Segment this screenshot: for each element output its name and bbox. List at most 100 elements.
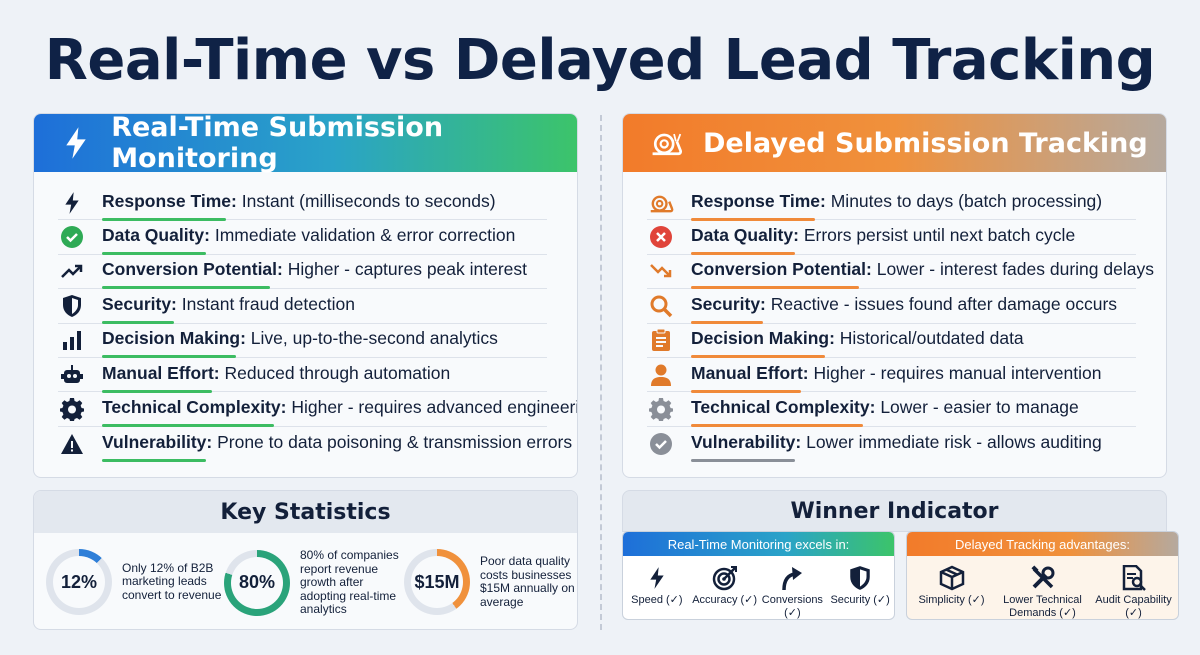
progress-ring: $15M bbox=[404, 549, 470, 615]
row-value: Immediate validation & error correction bbox=[214, 225, 516, 246]
stat-item: 80% 80% of companies report revenue grow… bbox=[224, 548, 406, 617]
list-item: Security: Instant fraud detection bbox=[58, 289, 547, 324]
snail-icon bbox=[647, 189, 675, 217]
row-value: Live, up-to-the-second analytics bbox=[250, 328, 498, 349]
list-item: Technical Complexity: Higher - requires … bbox=[58, 392, 577, 428]
arrow-up-icon bbox=[780, 562, 804, 594]
row-label: Technical Complexity: bbox=[691, 397, 876, 418]
progress-ring: 80% bbox=[224, 549, 290, 616]
row-value: Instant (milliseconds to seconds) bbox=[241, 190, 496, 211]
list-item: Decision Making: Historical/outdated dat… bbox=[647, 324, 1136, 359]
row-label: Manual Effort: bbox=[102, 362, 220, 383]
list-item: Data Quality: Immediate validation & err… bbox=[58, 220, 547, 256]
box-icon bbox=[939, 562, 965, 594]
delayed-list: Response Time: Minutes to days (batch pr… bbox=[623, 172, 1166, 462]
page-title: Real-Time vs Delayed Lead Tracking bbox=[44, 28, 1156, 93]
row-label: Conversion Potential: bbox=[102, 259, 283, 280]
check-circle-icon bbox=[58, 223, 86, 251]
key-statistics-title: Key Statistics bbox=[34, 491, 577, 533]
list-item: Technical Complexity: Lower - easier to … bbox=[647, 392, 1136, 428]
gear-icon bbox=[647, 395, 675, 423]
list-item: Response Time: Instant (milliseconds to … bbox=[58, 186, 547, 221]
stat-description: 80% of companies report revenue growth a… bbox=[300, 548, 399, 616]
row-value: Minutes to days (batch processing) bbox=[830, 190, 1103, 211]
x-circle-icon bbox=[647, 223, 675, 251]
list-item: Data Quality: Errors persist until next … bbox=[647, 220, 1136, 256]
shield-icon bbox=[58, 292, 86, 320]
advantage-label: Simplicity (✓) bbox=[918, 594, 985, 606]
magnifier-icon bbox=[647, 292, 675, 320]
row-label: Data Quality: bbox=[691, 225, 799, 246]
advantage-item: Security (✓) bbox=[827, 562, 893, 619]
bar-chart-icon bbox=[58, 326, 86, 354]
bolt-icon bbox=[647, 562, 667, 594]
row-value: Lower immediate risk - allows auditing bbox=[806, 431, 1102, 452]
realtime-panel: Real-Time Submission Monitoring Response… bbox=[33, 113, 578, 478]
winner-indicator-title: Winner Indicator bbox=[622, 490, 1167, 532]
stat-item: 12% Only 12% of B2B marketing leads conv… bbox=[46, 549, 222, 615]
tools-icon bbox=[1030, 562, 1056, 594]
list-item: Security: Reactive - issues found after … bbox=[647, 289, 1136, 324]
advantage-label: Audit Capability (✓) bbox=[1095, 594, 1172, 619]
center-divider bbox=[600, 115, 602, 630]
key-statistics-panel: Key Statistics 12% Only 12% of B2B marke… bbox=[33, 490, 578, 630]
row-label: Conversion Potential: bbox=[691, 259, 872, 280]
list-item: Decision Making: Live, up-to-the-second … bbox=[58, 324, 547, 359]
check-circle-icon bbox=[647, 430, 675, 458]
trend-up-icon bbox=[58, 257, 86, 285]
robot-icon bbox=[58, 361, 86, 389]
advantage-item: Speed (✓) bbox=[624, 562, 690, 619]
document-search-icon bbox=[1122, 562, 1146, 594]
row-label: Vulnerability: bbox=[691, 431, 802, 452]
delayed-panel: Delayed Submission Tracking Response Tim… bbox=[622, 113, 1167, 478]
row-label: Security: bbox=[102, 293, 177, 314]
bolt-icon bbox=[60, 126, 91, 160]
row-value: Higher - requires manual intervention bbox=[813, 362, 1102, 383]
list-item: Manual Effort: Higher - requires manual … bbox=[647, 358, 1136, 393]
bolt-icon bbox=[58, 189, 86, 217]
list-item: Conversion Potential: Higher - captures … bbox=[58, 255, 547, 290]
stat-item: $15M Poor data quality costs businesses … bbox=[404, 549, 577, 615]
row-label: Data Quality: bbox=[102, 225, 210, 246]
realtime-panel-header: Real-Time Submission Monitoring bbox=[34, 113, 577, 174]
row-value: Prone to data poisoning & transmission e… bbox=[217, 431, 573, 452]
gear-icon bbox=[58, 395, 86, 423]
row-label: Technical Complexity: bbox=[102, 397, 287, 418]
advantage-label: Security (✓) bbox=[830, 594, 890, 606]
row-label: Security: bbox=[691, 293, 766, 314]
row-value: Lower - easier to manage bbox=[880, 397, 1079, 418]
row-label: Manual Effort: bbox=[691, 362, 809, 383]
stat-value: 80% bbox=[231, 556, 283, 609]
delayed-advantages-box: Delayed Tracking advantages: Simplicity … bbox=[906, 531, 1179, 620]
row-label: Decision Making: bbox=[691, 328, 835, 349]
trend-down-icon bbox=[647, 257, 675, 285]
row-value: Historical/outdated data bbox=[839, 328, 1024, 349]
advantage-label: Accuracy (✓) bbox=[692, 594, 758, 606]
row-value: Lower - interest fades during delays bbox=[876, 259, 1154, 280]
stat-value: 12% bbox=[53, 556, 105, 608]
realtime-panel-title: Real-Time Submission Monitoring bbox=[111, 113, 444, 174]
list-item: Conversion Potential: Lower - interest f… bbox=[647, 255, 1154, 290]
row-value: Higher - requires advanced engineering bbox=[291, 397, 578, 418]
shield-icon bbox=[849, 562, 871, 594]
stat-description: Only 12% of B2B marketing leads convert … bbox=[122, 560, 222, 602]
advantage-label: Speed (✓) bbox=[631, 594, 683, 606]
advantage-item: Simplicity (✓) bbox=[912, 562, 992, 619]
list-item: Vulnerability: Prone to data poisoning &… bbox=[58, 427, 572, 462]
row-value: Higher - captures peak interest bbox=[287, 259, 528, 280]
row-value: Errors persist until next batch cycle bbox=[803, 225, 1076, 246]
progress-ring: 12% bbox=[46, 549, 112, 615]
row-value: Reduced through automation bbox=[224, 362, 451, 383]
delayed-panel-header: Delayed Submission Tracking bbox=[623, 114, 1166, 172]
delayed-panel-title: Delayed Submission Tracking bbox=[703, 127, 1148, 159]
list-item: Response Time: Minutes to days (batch pr… bbox=[647, 186, 1136, 221]
advantage-item: Conversions (✓) bbox=[759, 562, 825, 619]
list-item: Vulnerability: Lower immediate risk - al… bbox=[647, 427, 1136, 462]
advantage-item: Audit Capability (✓) bbox=[1094, 562, 1174, 619]
realtime-advantages-box: Real-Time Monitoring excels in: Speed (✓… bbox=[622, 531, 895, 620]
target-icon bbox=[712, 562, 738, 594]
advantage-label: Lower Technical Demands (✓) bbox=[1003, 594, 1082, 619]
row-value: Instant fraud detection bbox=[181, 293, 355, 314]
stat-value: $15M bbox=[411, 556, 463, 608]
winner-indicator-panel: Winner Indicator Real-Time Monitoring ex… bbox=[622, 490, 1179, 630]
